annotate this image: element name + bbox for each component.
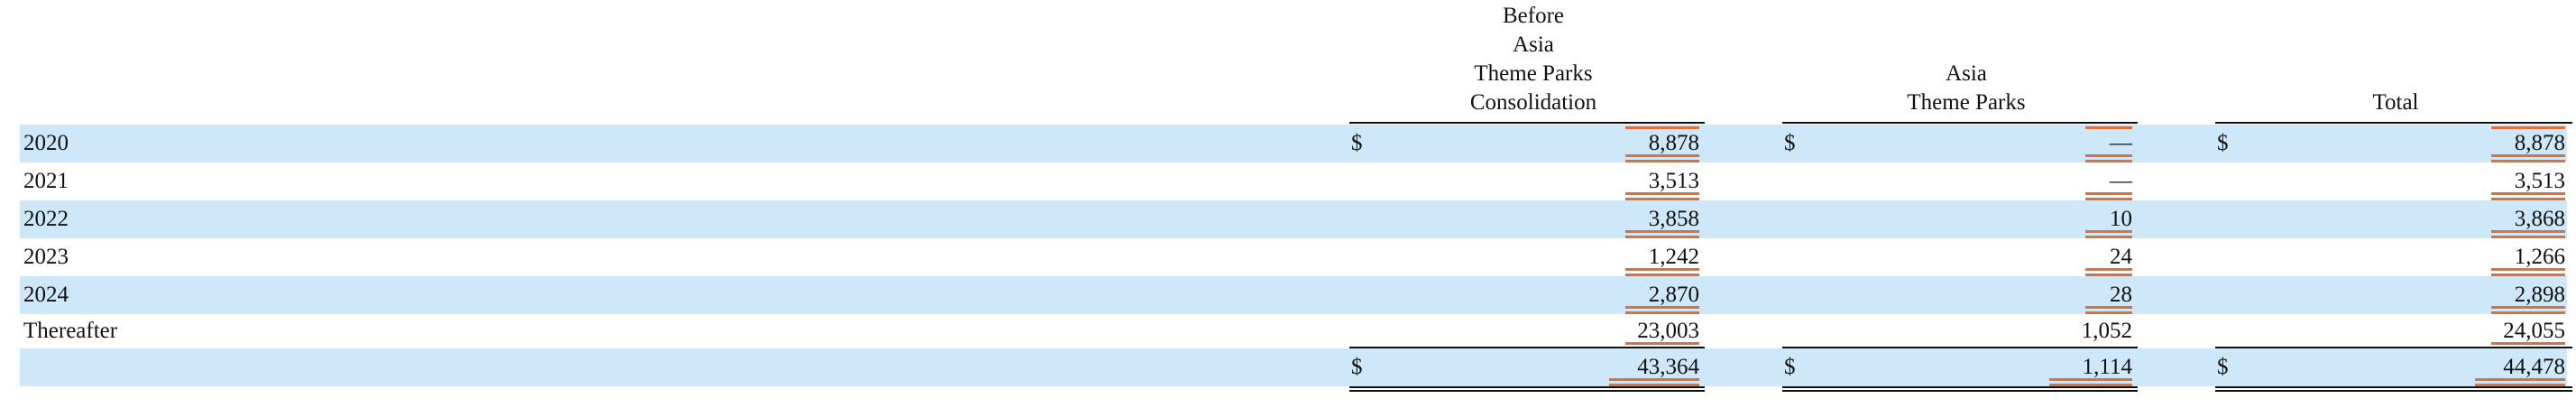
table-row: 2023 1,242 24 1,266 (20, 238, 2567, 276)
value-total: 8,878 (2491, 125, 2565, 162)
subtotal-rule (1782, 347, 2138, 348)
total-before-consolidation: 43,364 (1609, 348, 1699, 386)
value-before-consolidation: 8,878 (1625, 125, 1699, 162)
header-total: Total (2215, 88, 2576, 117)
row-label: 2021 (23, 169, 69, 193)
table-row-total: $ 43,364 $ 1,114 $ 44,478 (20, 348, 2567, 386)
row-label: 2023 (23, 245, 69, 269)
value-asia-theme-parks: — (2085, 162, 2132, 200)
subtotal-rule (2215, 347, 2572, 348)
currency-symbol: $ (1784, 131, 1796, 155)
table-row: 2020 $ 8,878 $ — $ 8,878 (20, 125, 2567, 162)
header-line: Theme Parks (1474, 61, 1593, 86)
currency-symbol: $ (2217, 355, 2229, 379)
row-label: Thereafter (23, 319, 118, 343)
header-line: Total (2372, 90, 2419, 115)
currency-symbol: $ (1351, 355, 1363, 379)
value-total: 3,513 (2491, 162, 2565, 200)
header-line: Consolidation (1469, 90, 1597, 115)
value-before-consolidation: 1,242 (1625, 238, 1699, 276)
value-before-consolidation: 2,870 (1625, 276, 1699, 314)
row-label: 2022 (23, 207, 69, 231)
table-row: 2022 3,858 10 3,868 (20, 200, 2567, 238)
value-asia-theme-parks: — (2085, 125, 2132, 162)
currency-symbol: $ (1351, 131, 1363, 155)
header-before-asia-theme-parks-consolidation: Before Asia Theme Parks Consolidation (1353, 2, 1714, 117)
value-asia-theme-parks: 1,052 (2081, 319, 2132, 343)
header-rule (1782, 122, 2138, 124)
total-asia-theme-parks: 1,114 (2049, 348, 2132, 386)
value-asia-theme-parks: 24 (2085, 238, 2132, 276)
total-double-rule (1782, 386, 2138, 392)
currency-symbol: $ (1784, 355, 1796, 379)
row-label: 2020 (23, 131, 69, 155)
header-line: Asia (1946, 61, 1987, 86)
value-total: 2,898 (2491, 276, 2565, 314)
value-asia-theme-parks: 28 (2085, 276, 2132, 314)
total-double-rule (2215, 386, 2572, 392)
value-total: 3,868 (2491, 200, 2565, 238)
table-row: 2024 2,870 28 2,898 (20, 276, 2567, 314)
header-line: Asia (1513, 32, 1554, 57)
header-asia-theme-parks: Asia Theme Parks (1786, 60, 2147, 117)
row-label: 2024 (23, 283, 69, 307)
total-total: 44,478 (2475, 348, 2565, 386)
value-before-consolidation: 23,003 (1625, 312, 1699, 350)
currency-symbol: $ (2217, 131, 2229, 155)
header-rule (2215, 122, 2572, 124)
header-rule (1349, 122, 1705, 124)
header-line: Theme Parks (1907, 90, 2026, 115)
table-row: 2021 3,513 — 3,513 (20, 162, 2567, 200)
value-before-consolidation: 3,513 (1625, 162, 1699, 200)
header-line: Before (1502, 4, 1565, 28)
value-total: 24,055 (2491, 312, 2565, 350)
total-double-rule (1349, 386, 1705, 392)
value-before-consolidation: 3,858 (1625, 200, 1699, 238)
value-total: 1,266 (2491, 238, 2565, 276)
table-row: Thereafter 23,003 1,052 24,055 (20, 312, 2567, 350)
value-asia-theme-parks: 10 (2085, 200, 2132, 238)
subtotal-rule (1349, 347, 1705, 348)
